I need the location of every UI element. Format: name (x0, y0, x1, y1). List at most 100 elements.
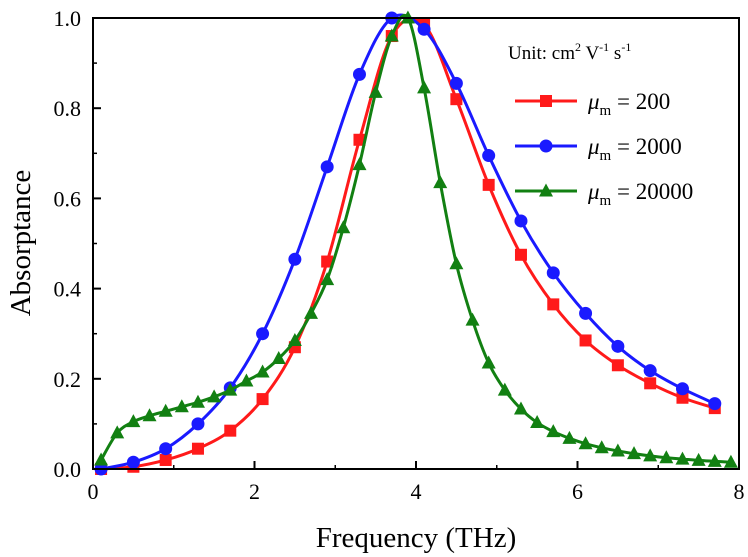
series-1-point (611, 359, 624, 372)
legend-label-value: = 2000 (611, 134, 681, 159)
series-2-point (417, 22, 431, 36)
series-3-point (627, 446, 642, 460)
unit-sup-2: -1 (599, 40, 609, 54)
series-3-point (562, 430, 577, 444)
x-axis-title: Frequency (THz) (316, 522, 517, 554)
unit-annotation: Unit: cm2 V-1 s-1 (508, 40, 631, 64)
series-1-point (191, 442, 204, 455)
series-3-point (465, 312, 480, 326)
series-layer (94, 10, 738, 476)
series-2-point (643, 364, 657, 378)
series-3-point (126, 414, 141, 428)
series-3-point (546, 424, 561, 438)
y-tick-label: 0.0 (54, 457, 82, 482)
legend-label-subscript: m (600, 193, 612, 209)
plot-frame (92, 17, 740, 470)
series-1-point (159, 453, 172, 466)
y-axis-title: Absorptance (5, 170, 37, 317)
unit-sup-3: -1 (621, 40, 631, 54)
series-1-point (224, 424, 237, 437)
x-tick-label: 6 (572, 479, 583, 504)
legend-swatch-marker (540, 95, 552, 107)
series-3-point (174, 399, 189, 413)
series-3-line (99, 13, 732, 464)
series-3-point (449, 256, 464, 270)
series-3-point (368, 84, 383, 98)
legend-label-value: = 20000 (611, 179, 693, 204)
series-1-point (644, 377, 657, 390)
series-1 (95, 17, 721, 475)
legend-swatch-marker (539, 183, 553, 197)
y-tick-label: 0.4 (54, 277, 82, 302)
series-2-point (579, 306, 593, 320)
series-3-point (158, 403, 173, 417)
y-tick-label: 0.8 (54, 96, 82, 121)
legend-label-symbol: μ (587, 134, 600, 159)
series-3-point (94, 452, 109, 466)
legend-label-symbol: μ (587, 179, 600, 204)
legend-swatch-marker (539, 139, 553, 153)
series-3 (94, 10, 738, 468)
series-3-point (530, 415, 545, 429)
series-2-point (288, 252, 302, 266)
legend-label-value: = 200 (611, 89, 670, 114)
series-1-line (100, 17, 716, 471)
series-2-point (352, 67, 366, 81)
series-3-point (320, 272, 335, 286)
legend-label: μm = 2000 (587, 134, 682, 164)
series-3-point (207, 389, 222, 403)
series-3-point (723, 454, 738, 468)
series-3-point (110, 425, 125, 439)
series-3-point (190, 394, 205, 408)
series-3-point (352, 157, 367, 171)
series-2-point (191, 417, 205, 431)
x-tick-label: 8 (734, 479, 745, 504)
series-1-point (514, 248, 527, 261)
series-3-point (223, 382, 238, 396)
series-2-point (256, 327, 270, 341)
unit-sup-1: 2 (575, 40, 581, 54)
series-3-point (643, 448, 658, 462)
unit-mid: V (581, 43, 599, 64)
series-2-point (320, 160, 334, 174)
legend-item-3: μm = 20000 (515, 179, 693, 209)
series-2-point (675, 382, 689, 396)
y-tick-label: 0.2 (54, 367, 82, 392)
series-3-point (675, 451, 690, 465)
series-3-point (304, 305, 319, 319)
series-3-point (239, 373, 254, 387)
series-3-point (433, 175, 448, 189)
legend-label-subscript: m (600, 148, 612, 164)
series-3-point (691, 452, 706, 466)
series-2-point (708, 397, 722, 411)
series-3-point (594, 440, 609, 454)
series-3-point (513, 401, 528, 415)
legend-item-2: μm = 2000 (515, 134, 682, 164)
x-tick-label: 0 (88, 479, 99, 504)
series-1-point (579, 334, 592, 347)
series-1-point (353, 133, 366, 146)
series-2-point (611, 339, 625, 353)
series-3-point (417, 80, 432, 94)
y-tick-label: 1.0 (54, 6, 82, 31)
series-1-point (676, 391, 689, 404)
series-3-point (578, 436, 593, 450)
unit-mid-2: s (609, 43, 621, 64)
series-2-point (482, 149, 496, 163)
series-3-point (287, 332, 302, 346)
series-2-line (100, 13, 716, 471)
legend-label-subscript: m (600, 103, 612, 119)
series-3-point (384, 28, 399, 42)
series-1-point (547, 298, 560, 311)
series-2-point (514, 214, 528, 228)
series-3-point (497, 382, 512, 396)
series-1-point (256, 393, 269, 406)
series-3-point (707, 453, 722, 467)
series-3-point (336, 220, 351, 234)
x-tick-label: 4 (411, 479, 422, 504)
series-1-point (321, 255, 334, 268)
series-3-point (610, 443, 625, 457)
legend-item-1: μm = 200 (515, 89, 670, 119)
